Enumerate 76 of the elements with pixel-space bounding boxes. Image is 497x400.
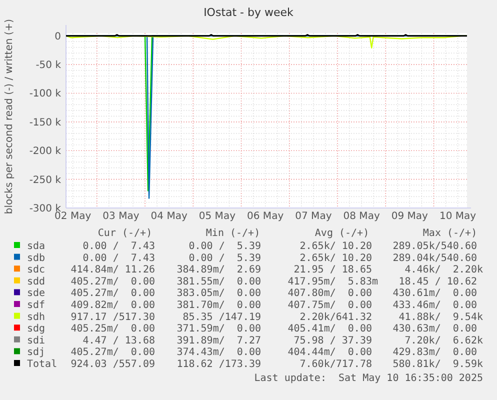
text: 0.00 / 5.39 <box>188 252 261 264</box>
text: 374.43m/ 0.00 <box>176 347 261 358</box>
text: 384.89m/ 2.69 <box>176 264 261 276</box>
x-tick-label: 07 May <box>295 211 332 222</box>
text: 409.82m/ 0.00 <box>70 300 155 311</box>
text: 924.03 /557.09 <box>70 359 155 370</box>
text: 7.20k/ 6.62k <box>404 335 483 346</box>
y-tick-label: -200 k <box>29 146 62 158</box>
text: Last update: Sat May 10 16:35:00 2025 <box>254 373 483 384</box>
text: 405.27m/ 0.00 <box>70 288 155 300</box>
text: 381.70m/ 0.00 <box>176 300 261 311</box>
text: Avg (-/+) <box>314 228 370 239</box>
legend-label: sdc <box>27 264 46 276</box>
y-tick-label: -50 k <box>36 60 62 72</box>
y-tick-label: 0 <box>54 31 61 42</box>
legend-label: sdb <box>27 252 46 264</box>
legend-label: sda <box>27 241 46 252</box>
legend-label: sde <box>27 288 46 300</box>
x-tick-label: 04 May <box>150 211 188 222</box>
text: 41.88k/ 9.54k <box>398 312 483 323</box>
text: 75.98 / 37.39 <box>294 335 372 346</box>
text: 371.59m/ 0.00 <box>176 324 261 335</box>
text: 289.04k/540.60 <box>392 252 477 264</box>
text: 414.84m/ 11.26 <box>70 264 155 276</box>
text: 405.27m/ 0.00 <box>70 276 155 288</box>
x-tick-label: 03 May <box>102 211 140 222</box>
legend-label: sdj <box>27 347 46 358</box>
text: 405.27m/ 0.00 <box>70 347 155 358</box>
text: 118.62 /173.39 <box>176 359 261 370</box>
text: 2.65k/ 10.20 <box>300 252 372 264</box>
text: 405.25m/ 0.00 <box>70 324 155 335</box>
text: 391.89m/ 7.27 <box>176 335 261 346</box>
text: 430.63m/ 0.00 <box>392 324 477 335</box>
legend-label: Total <box>27 359 58 370</box>
text: 85.35 /147.19 <box>182 312 261 323</box>
legend-label: sdg <box>27 324 46 335</box>
text: 407.75m/ 0.00 <box>288 300 372 311</box>
text: 417.95m/ 5.83m <box>288 276 378 288</box>
legend-label: sdf <box>27 300 46 311</box>
text: 429.83m/ 0.00 <box>392 347 477 358</box>
text: 405.41m/ 0.00 <box>288 324 372 335</box>
y-tick-label: -250 k <box>29 174 62 186</box>
text: 18.45 / 10.62 <box>398 276 477 288</box>
x-tick-label: 10 May <box>440 211 476 222</box>
chart-title: IOstat - by week <box>204 6 294 19</box>
x-tick-label: 09 May <box>391 211 428 222</box>
text: 4.47 / 13.68 <box>82 335 155 346</box>
text: 580.81k/ 9.59k <box>392 359 483 370</box>
legend-label: sdi <box>27 335 46 346</box>
text: 21.95 / 18.65 <box>294 264 372 276</box>
text: 0.00 / 7.43 <box>82 241 155 252</box>
text: 0.00 / 7.43 <box>82 252 155 264</box>
legend-label: sdh <box>27 312 46 323</box>
text: 433.46m/ 0.00 <box>392 300 477 311</box>
text: 917.17 /517.30 <box>70 312 155 323</box>
text: 289.05k/540.60 <box>392 241 477 252</box>
text: 0.00 / 5.39 <box>188 241 261 252</box>
text: 430.61m/ 0.00 <box>392 288 477 300</box>
text: 2.65k/ 10.20 <box>300 241 372 252</box>
text: Max (-/+) <box>422 228 478 239</box>
text: 7.60k/717.78 <box>300 359 372 370</box>
x-tick-label: 05 May <box>198 211 236 222</box>
y-axis-title: blocks per second read (-) / written (+) <box>4 18 15 214</box>
text: Cur (-/+) <box>98 228 152 239</box>
legend-label: sdd <box>27 276 46 288</box>
x-tick-label: 06 May <box>247 211 284 222</box>
text: 381.55m/ 0.00 <box>176 276 261 288</box>
y-tick-label: -150 k <box>29 117 62 128</box>
text: Min (-/+) <box>206 228 260 239</box>
text: 404.44m/ 0.00 <box>288 347 372 358</box>
text: 4.46k/ 2.20k <box>404 264 483 276</box>
text: 383.05m/ 0.00 <box>176 288 261 300</box>
x-tick-label: 08 May <box>343 211 380 222</box>
text: 2.20k/641.32 <box>300 312 372 323</box>
y-tick-label: -100 k <box>29 88 62 100</box>
text: 407.80m/ 0.00 <box>288 288 372 300</box>
